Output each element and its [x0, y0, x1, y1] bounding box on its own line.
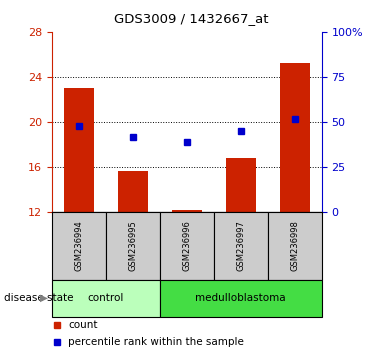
Text: GSM236996: GSM236996 [182, 221, 191, 272]
Bar [52, 212, 106, 280]
Text: control: control [88, 293, 124, 303]
Bar [64, 88, 93, 212]
Text: medulloblastoma: medulloblastoma [195, 293, 286, 303]
Text: GDS3009 / 1432667_at: GDS3009 / 1432667_at [114, 12, 269, 25]
Bar [160, 280, 322, 317]
Bar [118, 171, 147, 212]
Text: percentile rank within the sample: percentile rank within the sample [68, 337, 244, 347]
Text: GSM236998: GSM236998 [290, 221, 299, 272]
Bar [268, 212, 322, 280]
Text: disease state: disease state [4, 293, 73, 303]
Bar [160, 212, 214, 280]
Text: count: count [68, 320, 97, 330]
Bar [106, 212, 160, 280]
Text: GSM236997: GSM236997 [236, 221, 245, 272]
Text: GSM236994: GSM236994 [74, 221, 83, 272]
Bar [214, 212, 268, 280]
Bar [52, 280, 160, 317]
Bar [172, 210, 201, 212]
Bar [226, 158, 255, 212]
Text: GSM236995: GSM236995 [128, 221, 137, 272]
Text: ▶: ▶ [40, 293, 48, 303]
Bar [280, 63, 309, 212]
